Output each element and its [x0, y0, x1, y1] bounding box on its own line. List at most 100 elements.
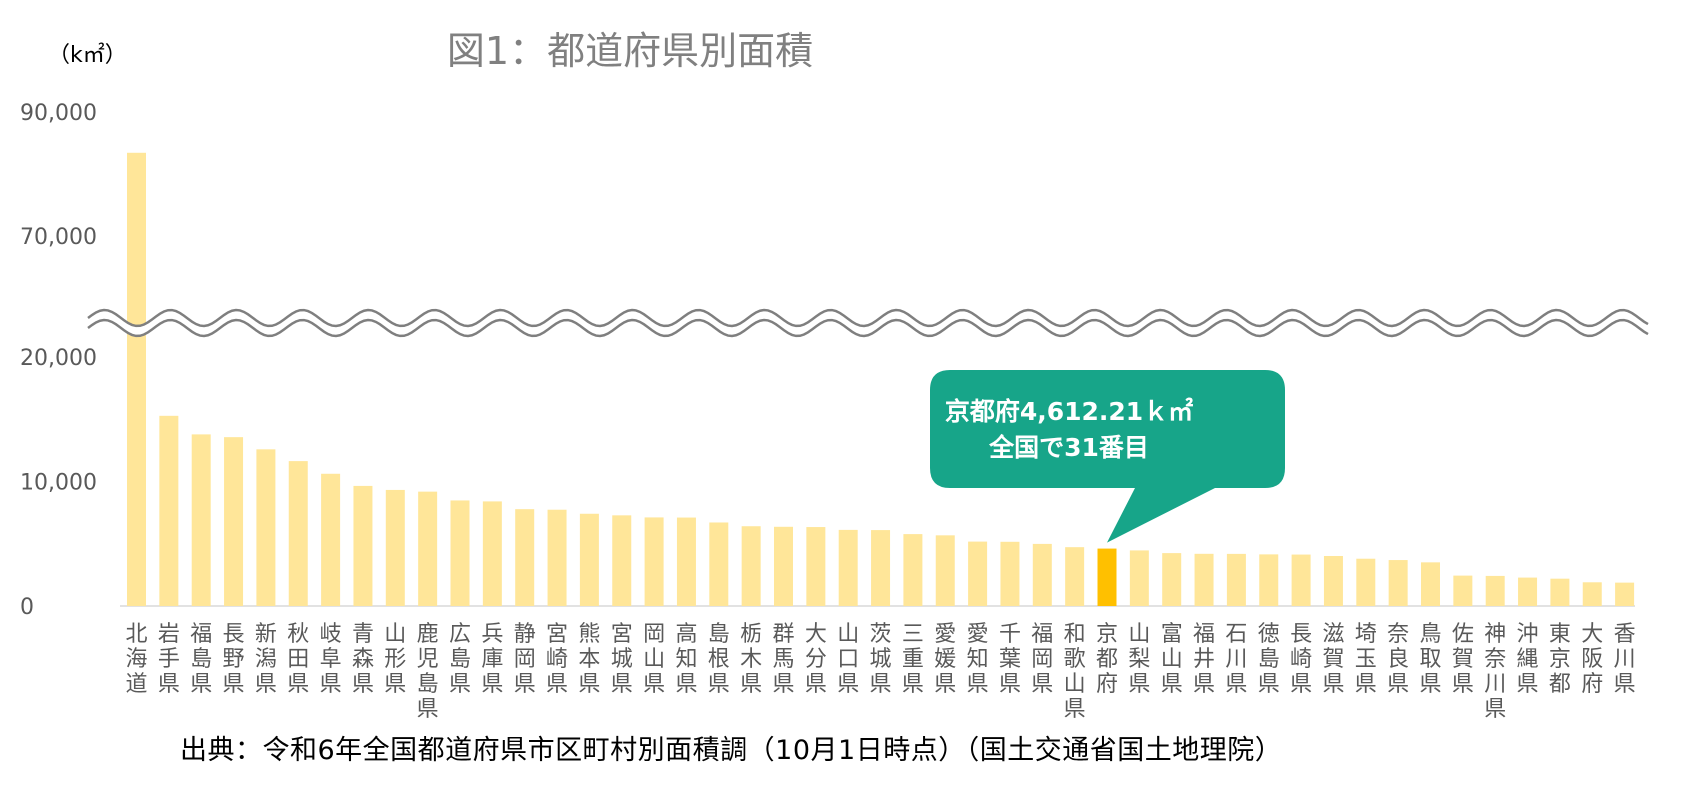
- bar-栃木県: [741, 526, 761, 606]
- bar-香川県: [1615, 582, 1635, 606]
- bar-沖縄県: [1518, 577, 1538, 606]
- bars: [127, 152, 1635, 607]
- bar-京都府: [1097, 548, 1117, 606]
- y-tick-label: 10,000: [20, 471, 97, 496]
- bar-青森県: [353, 485, 373, 606]
- x-label-山形県: 山形県: [384, 622, 406, 697]
- x-label-高知県: 高知県: [675, 622, 697, 697]
- y-tick-label: 20,000: [20, 346, 97, 371]
- x-label-大阪府: 大阪府: [1581, 622, 1603, 697]
- bar-山口県: [838, 529, 858, 606]
- bar-群馬県: [774, 526, 793, 606]
- x-label-岐阜県: 岐阜県: [320, 622, 342, 697]
- bar-宮崎県: [547, 509, 567, 606]
- x-label-山口県: 山口県: [837, 622, 859, 697]
- x-label-千葉県: 千葉県: [999, 622, 1021, 697]
- x-label-福島県: 福島県: [190, 622, 212, 697]
- x-label-奈良県: 奈良県: [1387, 622, 1409, 697]
- bar-新潟県: [256, 449, 276, 606]
- x-label-熊本県: 熊本県: [578, 622, 600, 697]
- bar-大分県: [806, 527, 826, 606]
- bar-東京都: [1550, 578, 1570, 606]
- source-note: 出典：令和6年全国都道府県市区町村別面積調（10月1日時点）（国土交通省国土地理…: [180, 735, 1283, 766]
- bar-富山県: [1162, 553, 1182, 606]
- bar-岩手県: [159, 415, 179, 606]
- bar-埼玉県: [1356, 558, 1376, 606]
- bar-chart: 図1：都道府県別面積 （k㎡） 90,000 70,000 20,000 10,000…: [20, 29, 1650, 720]
- bar-滋賀県: [1323, 555, 1343, 606]
- break-band: [88, 310, 1650, 336]
- x-axis-labels: 北海道岩手県福島県長野県新潟県秋田県岐阜県青森県山形県鹿児島県広島県兵庫県静岡県…: [125, 622, 1635, 720]
- x-label-新潟県: 新潟県: [255, 622, 277, 697]
- y-tick-label: 0: [20, 595, 34, 620]
- x-label-福井県: 福井県: [1193, 622, 1215, 697]
- bar-愛媛県: [935, 535, 955, 606]
- callout-line-1: 京都府4,612.21ｋ㎡: [945, 397, 1193, 426]
- x-label-愛知県: 愛知県: [967, 622, 989, 697]
- bar-茨城県: [871, 530, 891, 606]
- x-label-山梨県: 山梨県: [1128, 622, 1150, 697]
- bar-岡山県: [644, 517, 664, 606]
- bar-兵庫県: [482, 501, 502, 606]
- x-label-長野県: 長野県: [223, 622, 245, 697]
- x-label-広島県: 広島県: [449, 622, 471, 697]
- y-tick-label: 70,000: [20, 225, 97, 250]
- x-label-島根県: 島根県: [708, 622, 730, 697]
- bar-秋田県: [288, 461, 308, 606]
- bar-和歌山県: [1065, 547, 1085, 606]
- x-label-京都府: 京都府: [1096, 622, 1118, 697]
- bar-石川県: [1226, 553, 1246, 606]
- x-label-愛媛県: 愛媛県: [934, 622, 956, 697]
- x-label-静岡県: 静岡県: [514, 622, 536, 697]
- x-label-長崎県: 長崎県: [1290, 622, 1312, 697]
- callout: 京都府4,612.21ｋ㎡ 全国で31番目: [930, 370, 1285, 543]
- x-label-鹿児島県: 鹿児島県: [417, 622, 439, 720]
- x-label-三重県: 三重県: [902, 622, 924, 697]
- callout-line-2: 全国で31番目: [988, 433, 1149, 462]
- bar-福井県: [1194, 553, 1214, 606]
- x-label-栃木県: 栃木県: [740, 622, 762, 697]
- x-label-秋田県: 秋田県: [287, 622, 309, 697]
- bar-福岡県: [1032, 543, 1052, 606]
- bar-福島県: [191, 434, 211, 606]
- bar-大阪府: [1582, 582, 1602, 606]
- bar-愛知県: [968, 541, 988, 606]
- break-line-bottom: [87, 318, 1649, 338]
- bar-鹿児島県: [418, 491, 438, 606]
- x-label-沖縄県: 沖縄県: [1517, 622, 1539, 697]
- x-label-東京都: 東京都: [1549, 622, 1571, 697]
- bar-広島県: [450, 500, 470, 606]
- bar-静岡県: [515, 509, 535, 606]
- chart-title: 図1：都道府県別面積: [447, 29, 813, 73]
- break-line-top: [87, 308, 1649, 328]
- bar-山梨県: [1129, 550, 1149, 606]
- x-label-岩手県: 岩手県: [158, 622, 180, 697]
- x-label-富山県: 富山県: [1161, 622, 1183, 697]
- x-label-福岡県: 福岡県: [1031, 622, 1053, 697]
- bar-北海道: [127, 152, 146, 607]
- bar-佐賀県: [1453, 575, 1473, 606]
- x-label-岡山県: 岡山県: [643, 622, 665, 697]
- bar-熊本県: [579, 513, 599, 606]
- bar-鳥取県: [1421, 562, 1440, 606]
- bar-千葉県: [1000, 541, 1020, 606]
- x-label-群馬県: 群馬県: [772, 622, 794, 697]
- bar-宮城県: [612, 515, 632, 606]
- callout-bubble: [930, 370, 1285, 543]
- y-axis-unit-label: （k㎡）: [48, 42, 127, 68]
- x-label-宮城県: 宮城県: [611, 622, 633, 697]
- bar-長崎県: [1291, 554, 1311, 606]
- bar-徳島県: [1259, 554, 1279, 606]
- bar-奈良県: [1388, 560, 1408, 606]
- bar-神奈川県: [1485, 575, 1505, 606]
- x-label-神奈川県: 神奈川県: [1484, 622, 1506, 720]
- x-label-滋賀県: 滋賀県: [1322, 622, 1344, 697]
- x-label-宮崎県: 宮崎県: [546, 622, 568, 697]
- x-label-埼玉県: 埼玉県: [1355, 622, 1377, 697]
- y-axis-ticks: 90,000 70,000 20,000 10,000 0: [20, 101, 97, 620]
- bar-島根県: [709, 522, 729, 606]
- x-label-茨城県: 茨城県: [870, 622, 892, 697]
- x-label-兵庫県: 兵庫県: [481, 622, 503, 697]
- x-label-大分県: 大分県: [805, 622, 827, 697]
